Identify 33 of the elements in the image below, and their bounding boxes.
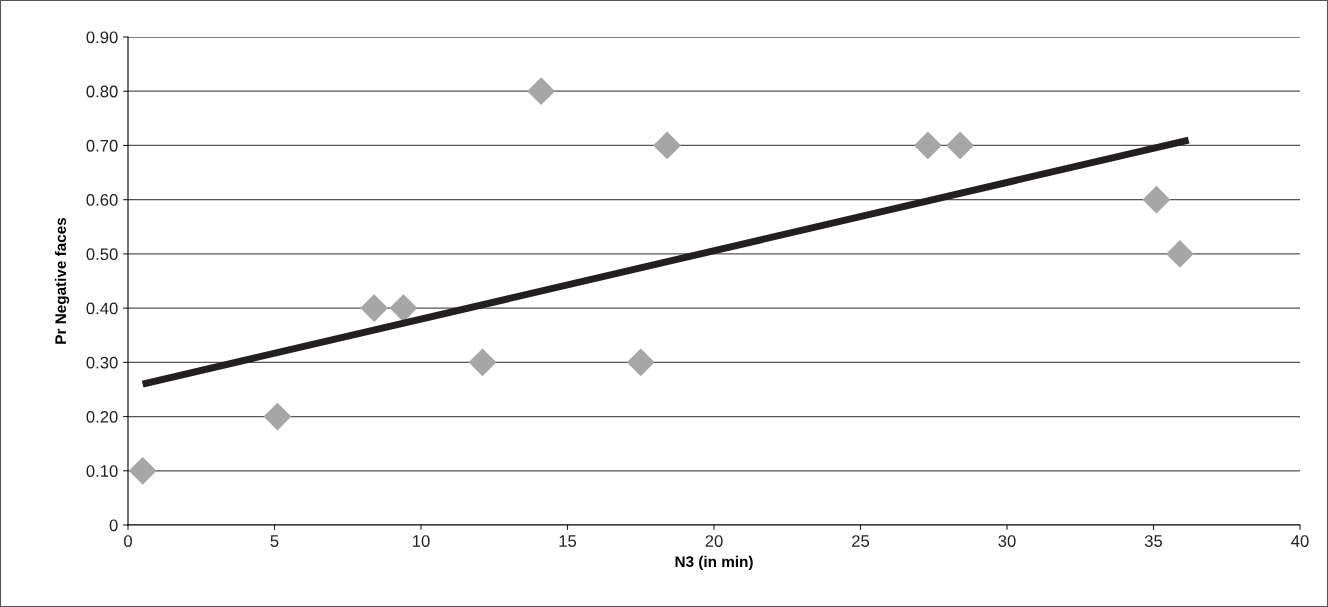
x-tick-label: 5	[270, 535, 279, 547]
y-tick-label: 0.40	[86, 302, 118, 315]
x-axis-title: N3 (in min)	[675, 555, 753, 571]
point	[653, 131, 682, 160]
point	[914, 131, 942, 160]
x-tick-label: 20	[705, 535, 723, 547]
point	[946, 131, 975, 160]
y-tick-label: 0.80	[86, 85, 118, 98]
y-tick-label: 0.70	[86, 139, 118, 152]
point	[1165, 240, 1194, 268]
x-tick-label: 25	[852, 535, 870, 547]
x-tick-label: 15	[559, 535, 577, 547]
y-tick-label: 0.20	[86, 410, 118, 423]
y-tick-label: 0.10	[86, 465, 118, 477]
point	[1142, 185, 1171, 214]
x-tick-label: 10	[413, 535, 430, 547]
point	[527, 77, 556, 106]
point	[263, 402, 292, 431]
x-tick-label: 40	[1291, 535, 1309, 547]
point	[626, 348, 655, 377]
point	[360, 294, 389, 322]
x-tick-label: 35	[1144, 535, 1163, 547]
y-tick-label: 0.60	[86, 194, 118, 206]
point	[468, 348, 497, 377]
y-tick-label: 0.50	[86, 248, 118, 261]
y-tick-label: 0.30	[86, 356, 118, 369]
point	[389, 294, 418, 322]
x-tick-label: 30	[998, 535, 1016, 547]
x-tick-label: 0	[124, 535, 132, 547]
y-tick-label: 0	[109, 519, 118, 532]
point	[128, 456, 157, 485]
y-axis-title: Pr Negative faces	[54, 217, 70, 344]
y-tick-label: 0.90	[86, 31, 118, 44]
